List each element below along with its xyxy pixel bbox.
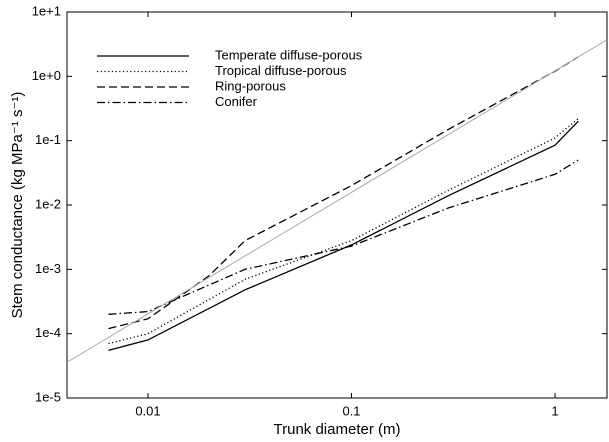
y-tick-label: 1e-2 [35, 196, 61, 211]
legend-label: Temperate diffuse-porous [215, 47, 363, 62]
legend-label: Tropical diffuse-porous [215, 63, 347, 78]
y-axis-label: Stem conductance (kg MPa⁻¹ s⁻¹) [9, 92, 26, 319]
y-tick-label: 1e+1 [32, 3, 61, 18]
series-line [108, 56, 579, 330]
series-line [108, 118, 579, 345]
legend-label: Conifer [215, 94, 258, 109]
y-tick-label: 1e+0 [32, 68, 61, 83]
x-tick-label: 1 [551, 403, 558, 418]
series-line [108, 120, 579, 352]
series-line [67, 39, 607, 363]
x-tick-label: 0.1 [342, 403, 360, 418]
y-tick-label: 1e-1 [35, 132, 61, 147]
x-axis-label: Trunk diameter (m) [274, 421, 401, 438]
y-tick-label: 1e-4 [35, 325, 61, 340]
legend-label: Ring-porous [215, 78, 286, 93]
y-tick-label: 1e-5 [35, 389, 61, 404]
y-tick-label: 1e-3 [35, 261, 61, 276]
series-line [108, 159, 579, 315]
x-tick-label: 0.01 [135, 403, 160, 418]
